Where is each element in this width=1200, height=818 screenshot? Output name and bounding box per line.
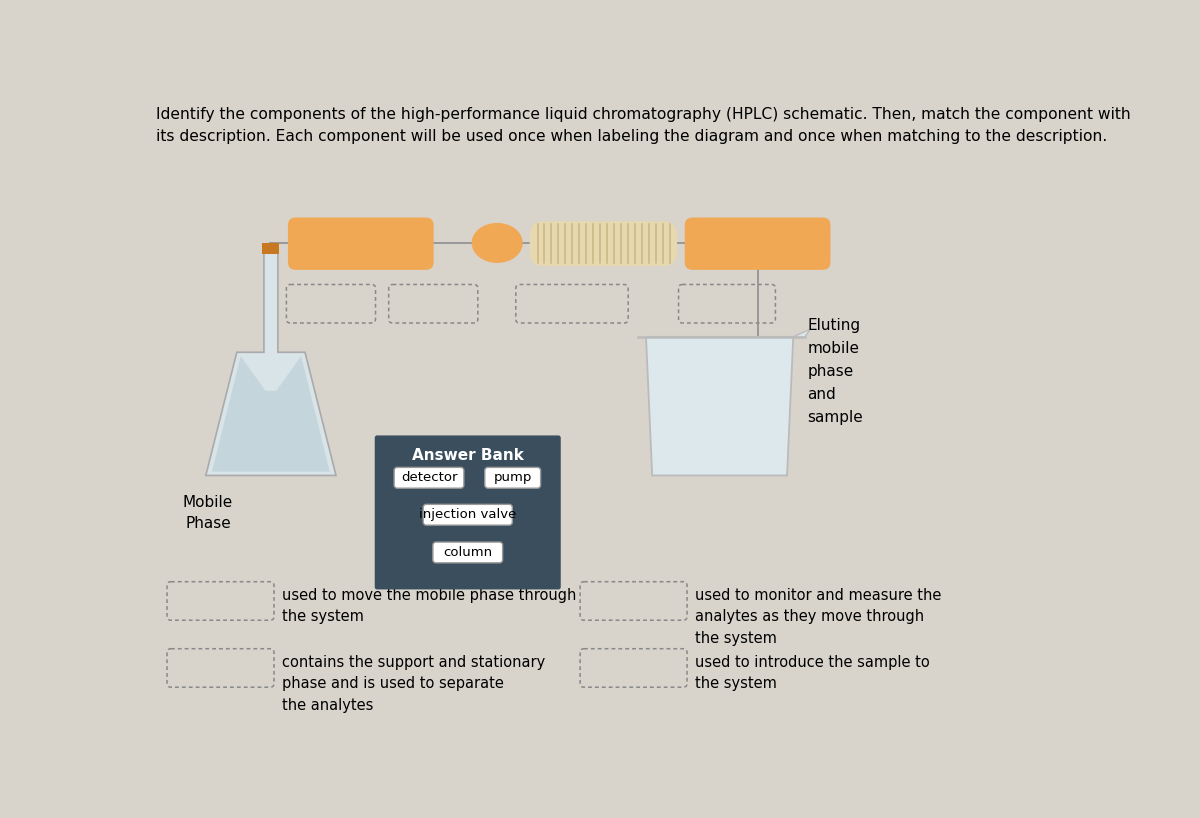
FancyBboxPatch shape bbox=[394, 467, 464, 488]
FancyBboxPatch shape bbox=[485, 467, 541, 488]
Text: Answer Bank: Answer Bank bbox=[412, 447, 523, 463]
FancyBboxPatch shape bbox=[288, 218, 433, 270]
FancyBboxPatch shape bbox=[424, 505, 512, 525]
Ellipse shape bbox=[472, 222, 523, 263]
FancyBboxPatch shape bbox=[685, 218, 830, 270]
Polygon shape bbox=[793, 329, 810, 337]
FancyBboxPatch shape bbox=[374, 435, 560, 590]
Text: pump: pump bbox=[493, 471, 532, 484]
Text: Identify the components of the high-performance liquid chromatography (HPLC) sch: Identify the components of the high-perf… bbox=[156, 107, 1130, 144]
Polygon shape bbox=[263, 243, 280, 254]
Text: detector: detector bbox=[401, 471, 457, 484]
Polygon shape bbox=[206, 252, 336, 475]
Text: injection valve: injection valve bbox=[419, 508, 516, 521]
FancyBboxPatch shape bbox=[433, 542, 503, 563]
Text: contains the support and stationary
phase and is used to separate
the analytes: contains the support and stationary phas… bbox=[282, 655, 545, 713]
Polygon shape bbox=[646, 337, 793, 475]
FancyBboxPatch shape bbox=[529, 222, 677, 266]
Text: Eluting
mobile
phase
and
sample: Eluting mobile phase and sample bbox=[808, 318, 863, 425]
Text: used to monitor and measure the
analytes as they move through
the system: used to monitor and measure the analytes… bbox=[695, 588, 941, 646]
Text: used to move the mobile phase through
the system: used to move the mobile phase through th… bbox=[282, 588, 576, 624]
Polygon shape bbox=[212, 356, 330, 472]
Text: used to introduce the sample to
the system: used to introduce the sample to the syst… bbox=[695, 655, 930, 691]
Text: column: column bbox=[443, 546, 492, 559]
Text: Mobile
Phase: Mobile Phase bbox=[182, 495, 233, 531]
